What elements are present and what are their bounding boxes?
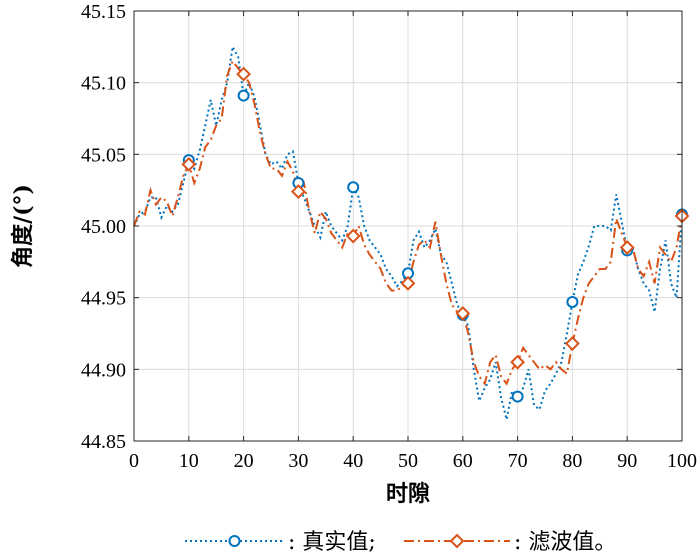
true-value-marker [237,89,250,102]
y-tick-label: 45.00 [81,216,126,238]
filtered-value-marker [564,336,580,351]
true-value-marker [347,181,360,194]
legend-marker-diamond-icon [449,533,465,549]
filtered-value-marker [400,275,416,291]
x-tick-label: 70 [508,450,528,472]
legend-marker-circle-icon [228,535,241,547]
x-tick-label: 40 [343,450,363,472]
x-tick-label: 100 [667,450,697,472]
x-tick-label: 50 [398,450,418,472]
filtered-value-marker [181,156,197,172]
y-tick-label: 44.95 [81,288,126,310]
y-tick-label: 45.15 [81,1,126,23]
filtered-value-marker [236,66,252,82]
y-tick-label: 45.10 [81,73,126,95]
x-tick-label: 90 [617,450,637,472]
x-tick-label: 80 [562,450,582,472]
grid-lines [133,10,683,442]
filtered-value-marker [290,184,306,200]
legend-label-true-value: : 真实值; [288,530,376,555]
x-tick-label: 60 [453,450,473,472]
legend-marker-shape [449,533,465,549]
filtered-value-marker [619,240,635,255]
x-tick-label: 10 [179,450,199,472]
filtered-value-marker [510,354,526,370]
x-axis-label: 时隙 [386,481,430,507]
legend-marker-shape [228,535,241,547]
y-tick-label: 44.85 [81,431,126,453]
x-tick-label: 30 [288,450,308,472]
legend-label-filtered-value: : 滤波值。 [514,530,616,555]
true-value-marker [511,390,524,403]
series-markers [181,66,690,403]
filtered-value-marker [455,306,471,321]
y-axis-label: 角度/(°) [10,184,36,268]
y-tick-label: 44.90 [81,359,126,381]
filtered-value-marker [345,228,361,244]
legend: : 真实值; : 滤波值。 [185,530,616,555]
true-value-marker [566,295,579,308]
x-tick-label: 0 [129,450,139,472]
y-tick-label: 45.05 [81,144,126,166]
axis-ticks: 0 10 20 30 40 50 60 70 80 90 100 45.15 45.10 45.05 45.… [81,1,697,472]
x-tick-label: 20 [234,450,254,472]
